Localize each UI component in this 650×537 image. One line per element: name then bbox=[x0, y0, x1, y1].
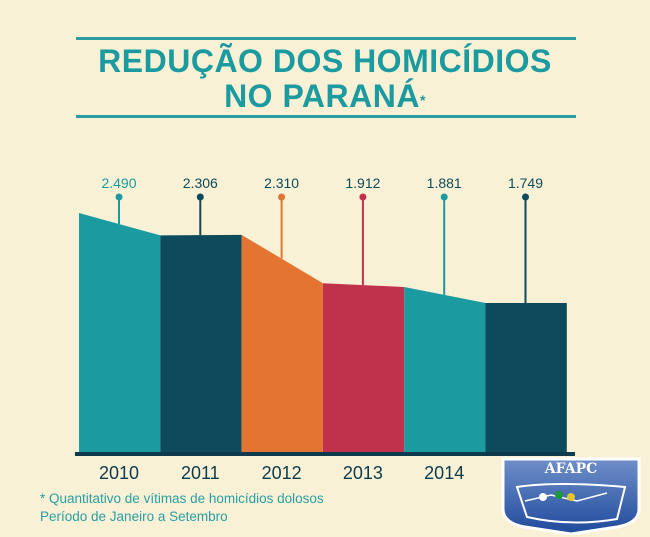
x-tick-label: 2013 bbox=[343, 463, 383, 483]
afapc-logo: AFAPC bbox=[501, 457, 641, 535]
chart-title-line-2-text: NO PARANÁ bbox=[224, 78, 420, 114]
x-axis-line bbox=[75, 452, 575, 456]
value-marker-dot bbox=[196, 193, 204, 201]
data-label: 2.310 bbox=[264, 175, 299, 191]
value-marker-dot bbox=[115, 193, 123, 201]
x-tick-label: 2010 bbox=[99, 463, 139, 483]
chart-title-line-1: REDUÇÃO DOS HOMICÍDIOS bbox=[98, 43, 552, 79]
x-tick-label: 2014 bbox=[424, 463, 464, 483]
data-label: 2.490 bbox=[101, 175, 136, 191]
value-marker-dot bbox=[440, 193, 448, 201]
data-label: 1.881 bbox=[427, 175, 462, 191]
title-rule-bottom bbox=[76, 115, 576, 118]
footnote-line-1: * Quantitativo de vítimas de homicídios … bbox=[40, 491, 324, 506]
area-segment-2014 bbox=[404, 286, 486, 452]
footnote-line-2: Período de Janeiro a Setembro bbox=[40, 509, 228, 524]
area-segment-2010 bbox=[79, 213, 161, 452]
value-marker-dot bbox=[278, 193, 286, 201]
value-marker-dot bbox=[359, 193, 367, 201]
logo-text: AFAPC bbox=[544, 461, 598, 477]
area-segment-2012 bbox=[241, 234, 323, 452]
data-label: 1.912 bbox=[345, 175, 380, 191]
title-rule-top bbox=[76, 37, 576, 40]
area-segment-last bbox=[485, 303, 567, 452]
title-asterisk: * bbox=[419, 92, 426, 108]
area-segment-2011 bbox=[160, 234, 242, 452]
x-tick-label: 2011 bbox=[181, 463, 220, 483]
value-marker-dot bbox=[522, 193, 529, 201]
area-segment-2013 bbox=[322, 283, 405, 452]
x-tick-label: 2012 bbox=[262, 463, 302, 483]
data-label: 2.306 bbox=[183, 175, 218, 191]
data-label: 1.749 bbox=[508, 175, 543, 191]
chart-title-line-2: NO PARANÁ* bbox=[0, 79, 650, 113]
